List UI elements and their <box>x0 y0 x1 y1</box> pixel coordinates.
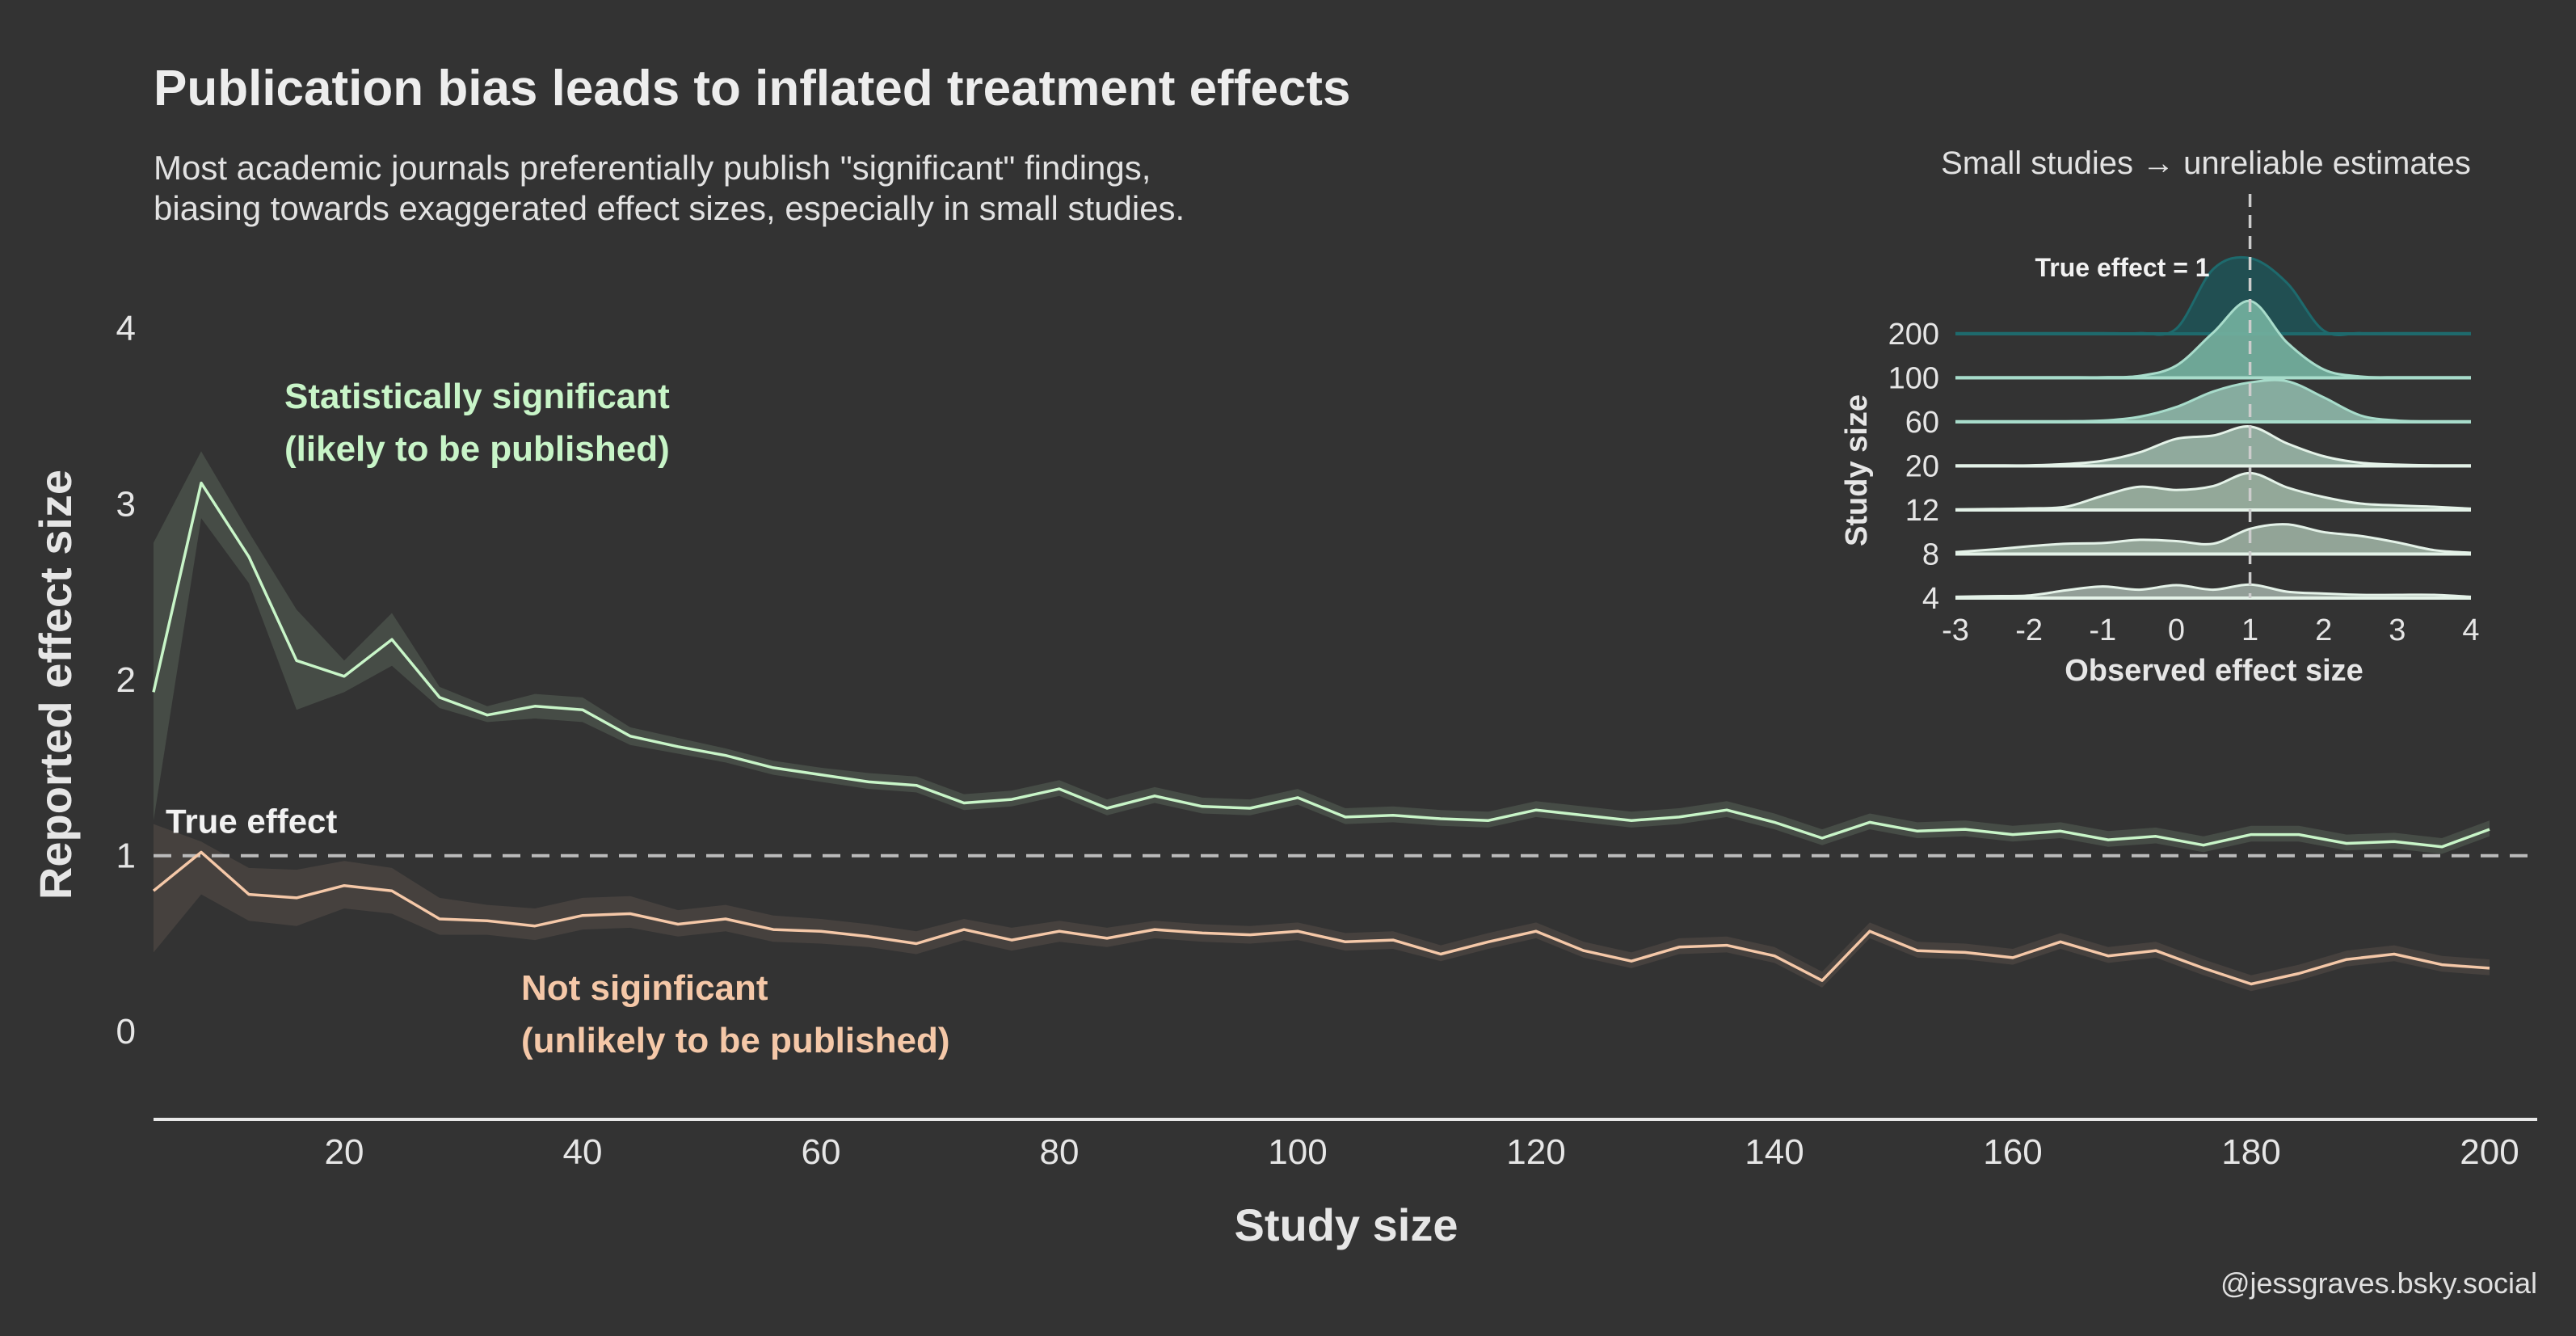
x-tick-label: 100 <box>1268 1132 1327 1172</box>
x-tick-label: 80 <box>1040 1132 1080 1172</box>
inset-ridgeline-chart: Small studies → unreliable estimates Tru… <box>1840 145 2480 688</box>
inset-x-tick-label: -1 <box>2089 613 2116 647</box>
line-not_significant <box>152 850 2490 986</box>
x-axis-ticks: 20 40 60 80 100 120 140 160 180 200 <box>325 1132 2519 1172</box>
ridge-area-12 <box>1955 473 2471 510</box>
ridge-area-20 <box>1955 426 2471 466</box>
inset-x-tick-label: 4 <box>2462 613 2479 647</box>
not-significant-label-line-1: Not siginficant <box>521 968 768 1008</box>
inset-y-tick-label: 12 <box>1905 494 1939 528</box>
inset-x-tick-label: -3 <box>1942 613 1969 647</box>
y-axis-label: Reported effect size <box>30 470 81 900</box>
y-tick-label: 0 <box>116 1012 136 1052</box>
x-tick-label: 40 <box>563 1132 603 1172</box>
confidence-bands <box>154 451 2490 992</box>
inset-x-tick-label: -2 <box>2015 613 2043 647</box>
ridge-area-60 <box>1955 380 2471 422</box>
inset-y-tick-label: 60 <box>1905 406 1939 440</box>
chart-subtitle-line-2: biasing towards exaggerated effect sizes… <box>154 189 1185 227</box>
inset-title: Small studies → unreliable estimates <box>1941 145 2471 181</box>
inset-y-tick-label: 200 <box>1888 318 1939 352</box>
inset-x-tick-label: 2 <box>2315 613 2332 647</box>
inset-true-effect-label: True effect = 1 <box>2035 253 2209 282</box>
x-tick-label: 60 <box>802 1132 841 1172</box>
ridge-line-12 <box>1955 471 2472 511</box>
y-tick-label: 2 <box>116 660 136 700</box>
chart-title: Publication bias leads to inflated treat… <box>154 61 1350 116</box>
series-lines <box>152 481 2490 986</box>
ridge-line-4 <box>1955 583 2472 598</box>
inset-y-tick-label: 20 <box>1905 450 1939 484</box>
density-ridges <box>1955 255 2472 600</box>
not-significant-label-line-2: (unlikely to be published) <box>521 1021 949 1060</box>
x-tick-label: 180 <box>2221 1132 2280 1172</box>
x-tick-label: 140 <box>1745 1132 1804 1172</box>
ridge-area-100 <box>1955 301 2471 378</box>
x-tick-label: 160 <box>1983 1132 2042 1172</box>
y-tick-label: 1 <box>116 837 136 876</box>
line-significant <box>152 481 2490 849</box>
true-effect-label: True effect <box>166 803 337 841</box>
x-tick-label: 200 <box>2460 1132 2519 1172</box>
y-tick-label: 4 <box>116 309 136 348</box>
ridge-area-8 <box>1955 524 2471 554</box>
inset-x-tick-label: 0 <box>2168 613 2185 647</box>
y-axis-ticks: 0 1 2 3 4 <box>116 309 136 1052</box>
x-axis-label: Study size <box>1235 1199 1458 1250</box>
band-significant <box>154 451 2490 854</box>
ridge-area-200 <box>1955 257 2471 335</box>
band-not_significant <box>154 824 2490 992</box>
inset-x-tick-label: 1 <box>2241 613 2258 647</box>
significant-label-line-2: (likely to be published) <box>284 429 670 469</box>
chart-subtitle-line-1: Most academic journals preferentially pu… <box>154 149 1151 187</box>
inset-y-tick-label: 8 <box>1922 538 1939 572</box>
inset-x-axis-ticks: -3 -2 -1 0 1 2 3 4 <box>1942 613 2479 647</box>
ridge-line-8 <box>1955 523 2472 554</box>
inset-y-tick-label: 4 <box>1922 582 1939 616</box>
x-tick-label: 20 <box>325 1132 364 1172</box>
inset-y-axis-ticks: 200 100 60 20 12 8 4 <box>1888 318 1939 616</box>
x-tick-label: 120 <box>1506 1132 1565 1172</box>
inset-x-tick-label: 3 <box>2389 613 2406 647</box>
inset-x-axis-label: Observed effect size <box>2065 654 2363 688</box>
inset-y-axis-label: Study size <box>1840 394 1874 546</box>
y-tick-label: 3 <box>116 485 136 525</box>
credit: @jessgraves.bsky.social <box>2220 1266 2537 1300</box>
significant-label-line-1: Statistically significant <box>284 377 670 416</box>
inset-y-tick-label: 100 <box>1888 362 1939 396</box>
